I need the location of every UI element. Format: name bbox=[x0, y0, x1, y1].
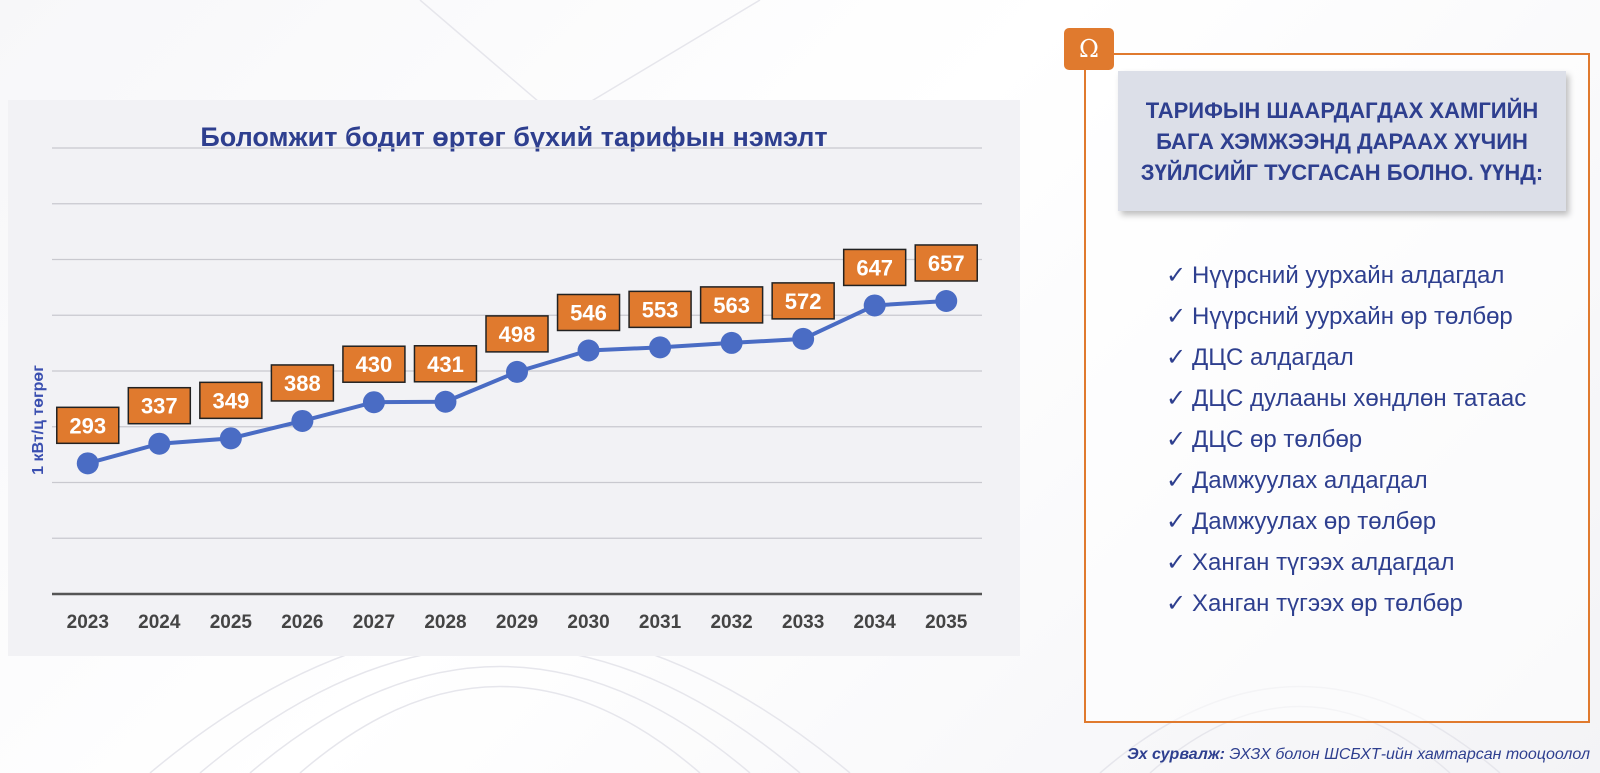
data-label: 572 bbox=[785, 289, 822, 314]
checkmark-icon: ✓ bbox=[1166, 467, 1187, 494]
info-list-item-text: Дамжуулах алдагдал bbox=[1192, 467, 1428, 494]
checkmark-icon: ✓ bbox=[1166, 344, 1187, 371]
info-list-item: ✓ Нүүрсний уурхайн алдагдал bbox=[1166, 260, 1586, 292]
data-label-box bbox=[199, 381, 263, 420]
info-list: ✓ Нүүрсний уурхайн алдагдал ✓ Нүүрсний уурх… bbox=[1166, 260, 1586, 629]
info-list-item-text: Нүүрсний уурхайн алдагдал bbox=[1192, 262, 1505, 289]
checkmark-icon: ✓ bbox=[1166, 508, 1187, 535]
data-point bbox=[291, 409, 314, 432]
data-point bbox=[720, 331, 743, 354]
x-tick-label: 2033 bbox=[782, 612, 824, 633]
x-tick-label: 2026 bbox=[281, 612, 323, 633]
data-point bbox=[792, 327, 815, 350]
data-label: 349 bbox=[212, 388, 249, 413]
y-axis-label: 1 кВт/ц төгрөг bbox=[30, 365, 47, 475]
source-note: Эх сурвалж: ЭХЗХ болон ШСБХТ-ийн хамтарс… bbox=[1127, 746, 1590, 764]
data-point bbox=[577, 339, 600, 362]
data-label-box bbox=[342, 345, 406, 383]
data-point bbox=[935, 289, 958, 312]
x-tick-label: 2029 bbox=[496, 612, 538, 633]
line-chart: 293 2023 337 2024 349 2025 388 2026 430 2027 431 20… bbox=[52, 147, 982, 633]
data-label-box bbox=[485, 315, 549, 353]
info-list-item-text: ДЦС өр төлбөр bbox=[1192, 426, 1363, 453]
info-list-item-text: Дамжуулах өр төлбөр bbox=[1192, 508, 1437, 535]
data-label-box bbox=[771, 282, 835, 320]
x-tick-label: 2027 bbox=[353, 612, 395, 633]
data-label: 657 bbox=[928, 251, 965, 276]
data-point bbox=[76, 452, 99, 475]
data-point bbox=[148, 432, 171, 455]
data-label: 647 bbox=[856, 255, 893, 280]
checkmark-icon: ✓ bbox=[1166, 262, 1187, 289]
x-tick-label: 2025 bbox=[210, 612, 253, 633]
x-tick-label: 2024 bbox=[138, 612, 181, 633]
info-list-item: ✓ Дамжуулах өр төлбөр bbox=[1166, 506, 1586, 538]
data-label-box bbox=[270, 364, 335, 402]
data-point bbox=[863, 294, 886, 317]
data-label: 553 bbox=[642, 297, 679, 322]
data-label: 431 bbox=[427, 352, 464, 377]
info-list-item: ✓ Ханган түгээх өр төлбөр bbox=[1166, 588, 1586, 620]
x-tick-label: 2023 bbox=[67, 612, 109, 633]
data-point bbox=[506, 360, 528, 383]
info-list-item-text: ДЦС алдагдал bbox=[1192, 344, 1354, 371]
checkmark-icon: ✓ bbox=[1166, 549, 1187, 576]
data-point bbox=[649, 336, 672, 359]
info-list-item: ✓ ДЦС өр төлбөр bbox=[1166, 424, 1586, 456]
x-tick-label: 2034 bbox=[854, 612, 897, 633]
chart-panel: Боломжит бодит өртөг бүхий тарифын нэмэл… bbox=[8, 100, 1020, 656]
omega-icon: Ω bbox=[1064, 28, 1114, 70]
source-label: Эх сурвалж: bbox=[1127, 746, 1225, 763]
info-list-item-text: Ханган түгээх өр төлбөр bbox=[1192, 590, 1463, 617]
data-label: 388 bbox=[284, 371, 321, 396]
info-list-item: ✓ Ханган түгээх алдагдал bbox=[1166, 547, 1586, 579]
data-label-box bbox=[699, 286, 764, 324]
data-label-box bbox=[56, 406, 120, 445]
data-label: 563 bbox=[713, 293, 750, 318]
info-list-item-text: Ханган түгээх алдагдал bbox=[1192, 549, 1455, 576]
chart-title: Боломжит бодит өртөг бүхий тарифын нэмэл… bbox=[200, 122, 828, 152]
data-label: 293 bbox=[69, 413, 106, 438]
data-point bbox=[219, 427, 242, 450]
data-label: 337 bbox=[141, 394, 178, 419]
source-text: ЭХЗХ болон ШСБХТ-ийн хамтарсан тооцоолол bbox=[1229, 746, 1590, 763]
checkmark-icon: ✓ bbox=[1166, 590, 1187, 617]
info-list-item: ✓ ДЦС дулааны хөндлөн татаас bbox=[1166, 383, 1586, 415]
data-label-box bbox=[127, 386, 192, 425]
data-point bbox=[362, 391, 385, 414]
info-list-item-text: Нүүрсний уурхайн өр төлбөр bbox=[1192, 303, 1513, 330]
data-point bbox=[434, 390, 457, 413]
x-tick-label: 2031 bbox=[639, 612, 682, 633]
info-list-item-text: ДЦС дулааны хөндлөн татаас bbox=[1192, 385, 1527, 412]
data-label-box bbox=[628, 290, 692, 329]
x-tick-label: 2032 bbox=[710, 612, 752, 633]
info-list-item: ✓ Нүүрсний уурхайн өр төлбөр bbox=[1166, 301, 1586, 333]
x-tick-label: 2030 bbox=[567, 612, 609, 633]
info-list-item: ✓ ДЦС алдагдал bbox=[1166, 342, 1586, 374]
data-label-box bbox=[914, 244, 978, 282]
info-header: ТАРИФЫН ШААРДАГДАХ ХАМГИЙН БАГА ХЭМЖЭЭНД… bbox=[1118, 71, 1566, 211]
data-label: 546 bbox=[570, 300, 607, 325]
x-tick-label: 2028 bbox=[424, 612, 466, 633]
checkmark-icon: ✓ bbox=[1166, 426, 1187, 453]
data-label: 430 bbox=[356, 352, 393, 377]
info-list-item: ✓ Дамжуулах алдагдал bbox=[1166, 465, 1586, 497]
data-label: 498 bbox=[499, 322, 536, 347]
checkmark-icon: ✓ bbox=[1166, 303, 1187, 330]
data-label-box bbox=[556, 293, 621, 332]
info-panel: ТАРИФЫН ШААРДАГДАХ ХАМГИЙН БАГА ХЭМЖЭЭНД… bbox=[1084, 53, 1590, 723]
data-label-box bbox=[413, 345, 478, 383]
checkmark-icon: ✓ bbox=[1166, 385, 1187, 412]
data-label-box bbox=[842, 248, 907, 287]
x-tick-label: 2035 bbox=[925, 612, 968, 633]
